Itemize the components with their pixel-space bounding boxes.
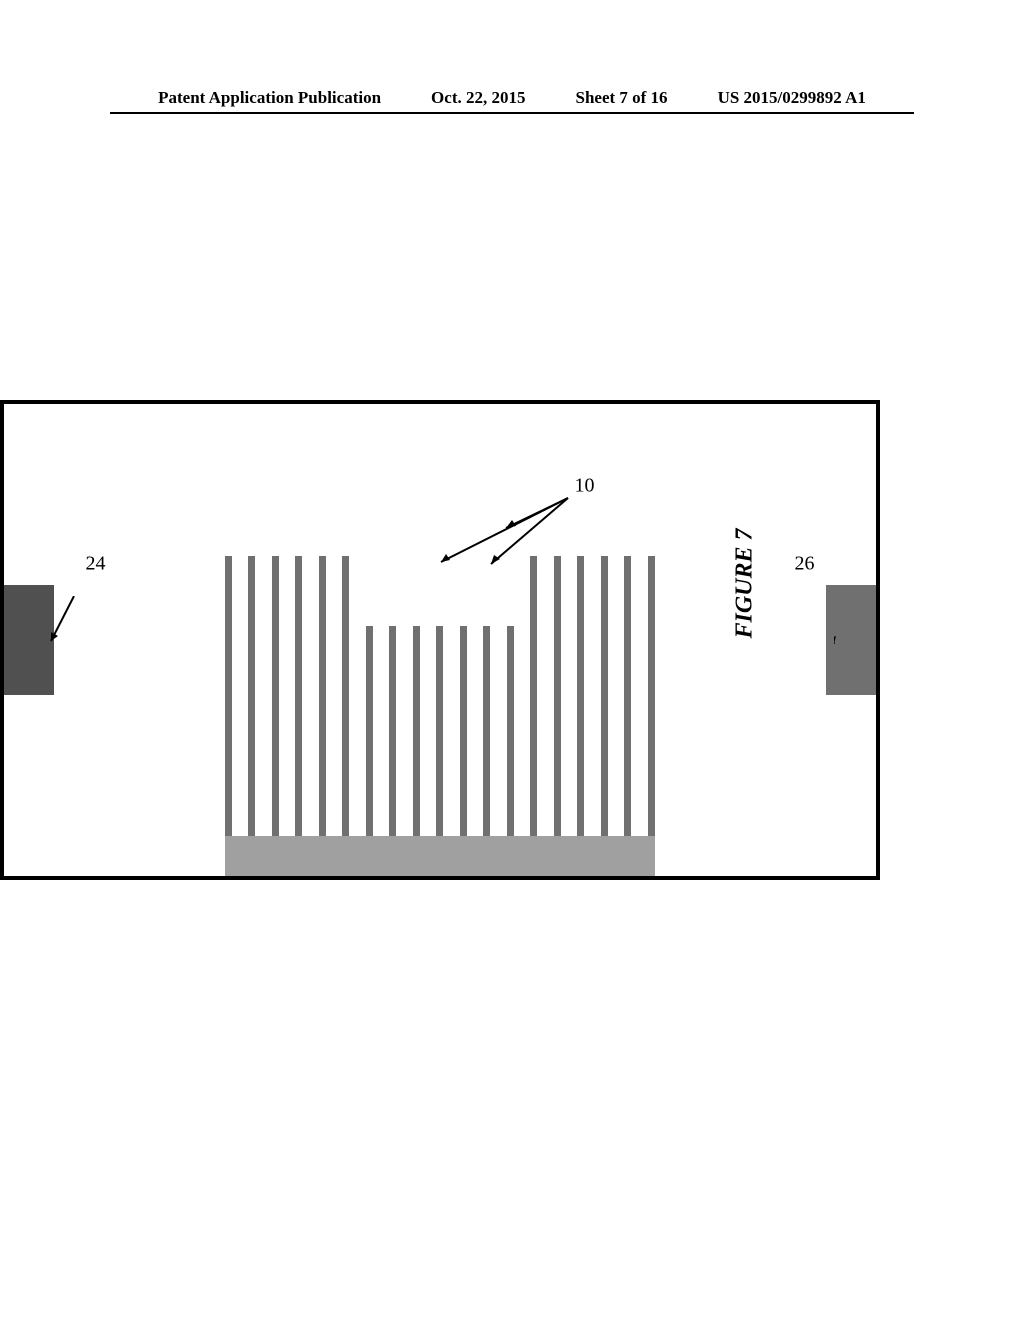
figure-frame: 26 10 24 [0, 400, 880, 880]
fin-element [366, 626, 373, 836]
fin-element [319, 556, 326, 836]
figure-caption: FIGURE 7 [732, 528, 759, 638]
fin-element [272, 556, 279, 836]
publication-date: Oct. 22, 2015 [431, 88, 525, 108]
fin-element [648, 556, 655, 836]
fin-element [413, 626, 420, 836]
fin-element [625, 556, 632, 836]
publication-type: Patent Application Publication [158, 88, 381, 108]
fin-element [554, 556, 561, 836]
fin-element [390, 626, 397, 836]
fin-element [507, 626, 514, 836]
fin-element [601, 556, 608, 836]
publication-number: US 2015/0299892 A1 [718, 88, 866, 108]
fin-element [225, 556, 232, 836]
fin-element [484, 626, 491, 836]
arrow-10-pointers [416, 492, 576, 592]
label-26: 26 [795, 553, 815, 576]
diagram-content: 26 10 24 [4, 404, 876, 876]
fin-element [578, 556, 585, 836]
fin-element [343, 556, 350, 836]
fin-element [437, 626, 444, 836]
arrow-26-pointer [834, 599, 836, 644]
fin-element [296, 556, 303, 836]
arrow-24-pointer [46, 596, 76, 651]
label-24: 24 [86, 553, 106, 576]
fin-element [249, 556, 256, 836]
label-10: 10 [575, 475, 595, 498]
sheet-info: Sheet 7 of 16 [575, 88, 667, 108]
fins-array [225, 556, 655, 836]
fin-element [531, 556, 538, 836]
base-plate [225, 836, 655, 876]
fin-element [460, 626, 467, 836]
patent-header: Patent Application Publication Oct. 22, … [110, 88, 914, 114]
